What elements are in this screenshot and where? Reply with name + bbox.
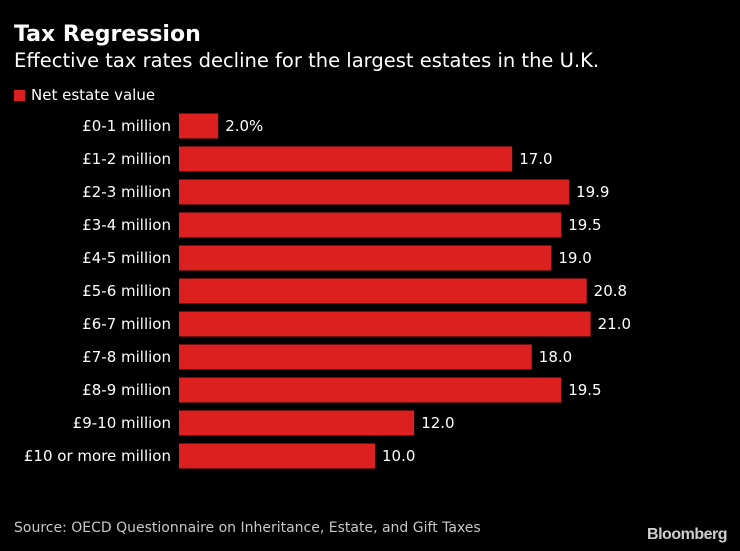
bar (179, 179, 570, 205)
bloomberg-logo: Bloomberg (647, 526, 727, 543)
category-label: £10 or more million (24, 447, 171, 465)
category-label: £9-10 million (73, 414, 171, 432)
category-label: £5-6 million (82, 282, 171, 300)
value-label: 2.0% (225, 117, 263, 135)
value-label: 19.0 (558, 249, 591, 267)
bar (179, 311, 591, 337)
category-label: £4-5 million (82, 249, 171, 267)
bar (179, 245, 552, 271)
bar (179, 113, 219, 139)
category-label: £7-8 million (82, 348, 171, 366)
category-label: £0-1 million (82, 117, 171, 135)
value-label: 18.0 (539, 348, 572, 366)
category-label: £3-4 million (82, 216, 171, 234)
bar (179, 377, 562, 403)
legend-swatch (14, 89, 25, 101)
bar (179, 410, 415, 436)
value-label: 19.5 (568, 216, 601, 234)
bar (179, 146, 513, 172)
value-label: 19.5 (568, 381, 601, 399)
category-label: £8-9 million (82, 381, 171, 399)
category-label: £6-7 million (82, 315, 171, 333)
value-label: 17.0 (519, 150, 552, 168)
value-label: 21.0 (598, 315, 631, 333)
chart-subtitle: Effective tax rates decline for the larg… (14, 49, 600, 72)
value-label: 20.8 (594, 282, 627, 300)
category-label: £1-2 million (82, 150, 171, 168)
value-label: 19.9 (576, 183, 609, 201)
bar (179, 443, 375, 469)
legend: Net estate value (14, 85, 155, 105)
bar (179, 344, 532, 370)
chart-title: Tax Regression (14, 22, 201, 47)
bar (179, 278, 587, 304)
legend-label: Net estate value (31, 86, 156, 104)
value-label: 10.0 (382, 447, 415, 465)
category-label: £2-3 million (82, 183, 171, 201)
bar (179, 212, 562, 238)
value-label: 12.0 (421, 414, 454, 432)
source-note: Source: OECD Questionnaire on Inheritanc… (14, 520, 481, 536)
